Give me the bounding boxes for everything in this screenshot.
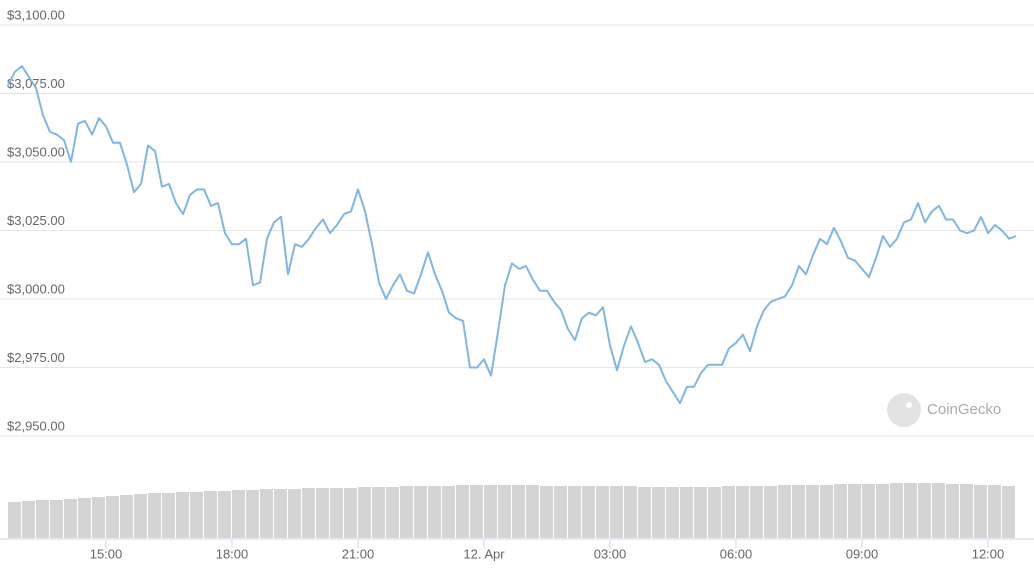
volume-bar — [1002, 486, 1015, 538]
volume-bar — [568, 486, 581, 538]
volume-bar — [764, 486, 777, 538]
volume-bar — [302, 488, 315, 538]
y-tick-label: $2,975.00 — [7, 350, 65, 365]
volume-bar — [218, 491, 231, 538]
volume-bar — [988, 485, 1001, 538]
x-tick-label: 12. Apr — [463, 546, 505, 561]
volume-bar — [288, 489, 301, 538]
volume-bar — [372, 487, 385, 538]
volume-bar — [232, 490, 245, 538]
volume-bar — [848, 484, 861, 538]
volume-bar — [50, 500, 63, 538]
volume-bar — [554, 486, 567, 538]
volume-bar — [470, 485, 483, 538]
x-tick-label: 15:00 — [90, 546, 123, 561]
volume-bar — [918, 483, 931, 538]
volume-bar — [106, 496, 119, 538]
volume-bar — [610, 486, 623, 538]
volume-bar — [582, 486, 595, 538]
volume-bar — [414, 486, 427, 538]
volume-bar — [358, 487, 371, 538]
volume-bar — [316, 488, 329, 538]
volume-bar — [904, 483, 917, 538]
volume-bar — [330, 488, 343, 538]
volume-bar — [750, 486, 763, 538]
volume-bar — [456, 485, 469, 538]
volume-bar — [862, 484, 875, 538]
volume-bar — [876, 484, 889, 538]
volume-bar — [778, 485, 791, 538]
volume-bar — [386, 487, 399, 538]
volume-bar — [176, 492, 189, 538]
volume-bar — [162, 493, 175, 538]
volume-bar — [442, 486, 455, 538]
volume-bar — [540, 486, 553, 538]
watermark-text: CoinGecko — [927, 401, 1001, 418]
volume-bar — [932, 483, 945, 538]
volume-bar — [722, 486, 735, 538]
volume-bar — [652, 487, 665, 538]
y-tick-label: $3,050.00 — [7, 144, 65, 159]
x-tick-label: 21:00 — [342, 546, 375, 561]
y-tick-label: $3,100.00 — [7, 7, 65, 22]
volume-bar — [638, 487, 651, 538]
volume-bar — [260, 489, 273, 538]
y-tick-label: $3,075.00 — [7, 76, 65, 91]
price-line — [7, 65, 1017, 405]
volume-bar — [190, 492, 203, 538]
y-tick-label: $2,950.00 — [7, 418, 65, 433]
volume-bar — [8, 502, 21, 538]
y-tick-label: $3,000.00 — [7, 281, 65, 296]
volume-bar — [736, 486, 749, 538]
volume-bar — [820, 485, 833, 538]
volume-bar — [694, 487, 707, 538]
volume-bar — [36, 500, 49, 538]
plot: $2,950.00 $2,975.00 $3,000.00 $3,025.00 $3,0… — [0, 7, 1034, 561]
volume-bar — [960, 484, 973, 538]
x-tick-label: 03:00 — [594, 546, 627, 561]
volume-bar — [274, 489, 287, 538]
watermark-logo — [887, 393, 921, 427]
volume-bar — [666, 487, 679, 538]
volume-bar — [148, 493, 161, 538]
volume-bar — [134, 494, 147, 538]
volume-bar — [400, 486, 413, 538]
volume-bar — [624, 486, 637, 538]
x-tick-label: 09:00 — [846, 546, 879, 561]
volume-bar — [792, 485, 805, 538]
volume-bar — [92, 497, 105, 538]
volume-bar — [344, 488, 357, 538]
volume-bar — [64, 499, 77, 538]
volume-bar — [22, 501, 35, 538]
volume-bar — [484, 485, 497, 538]
volume-bar — [834, 484, 847, 538]
volume-bar — [974, 485, 987, 538]
x-tick-label: 18:00 — [216, 546, 249, 561]
volume-bar — [512, 485, 525, 538]
volume-bar — [708, 487, 721, 538]
y-tick-label: $3,025.00 — [7, 213, 65, 228]
x-tick-label: 06:00 — [720, 546, 753, 561]
x-tick-label: 12:00 — [972, 546, 1005, 561]
volume-bar — [526, 485, 539, 538]
volume-bar — [428, 486, 441, 538]
volume-bar — [946, 484, 959, 538]
watermark-logo-eye — [906, 402, 912, 408]
volume-bar — [596, 486, 609, 538]
volume-bar — [806, 485, 819, 538]
volume-bar — [498, 485, 511, 538]
volume-bar — [246, 490, 259, 538]
volume-bar — [204, 491, 217, 538]
volume-bar — [120, 495, 133, 538]
volume-bar — [680, 487, 693, 538]
watermark: CoinGecko — [887, 393, 1001, 427]
volume-bar — [78, 498, 91, 538]
volume-bar — [890, 483, 903, 538]
